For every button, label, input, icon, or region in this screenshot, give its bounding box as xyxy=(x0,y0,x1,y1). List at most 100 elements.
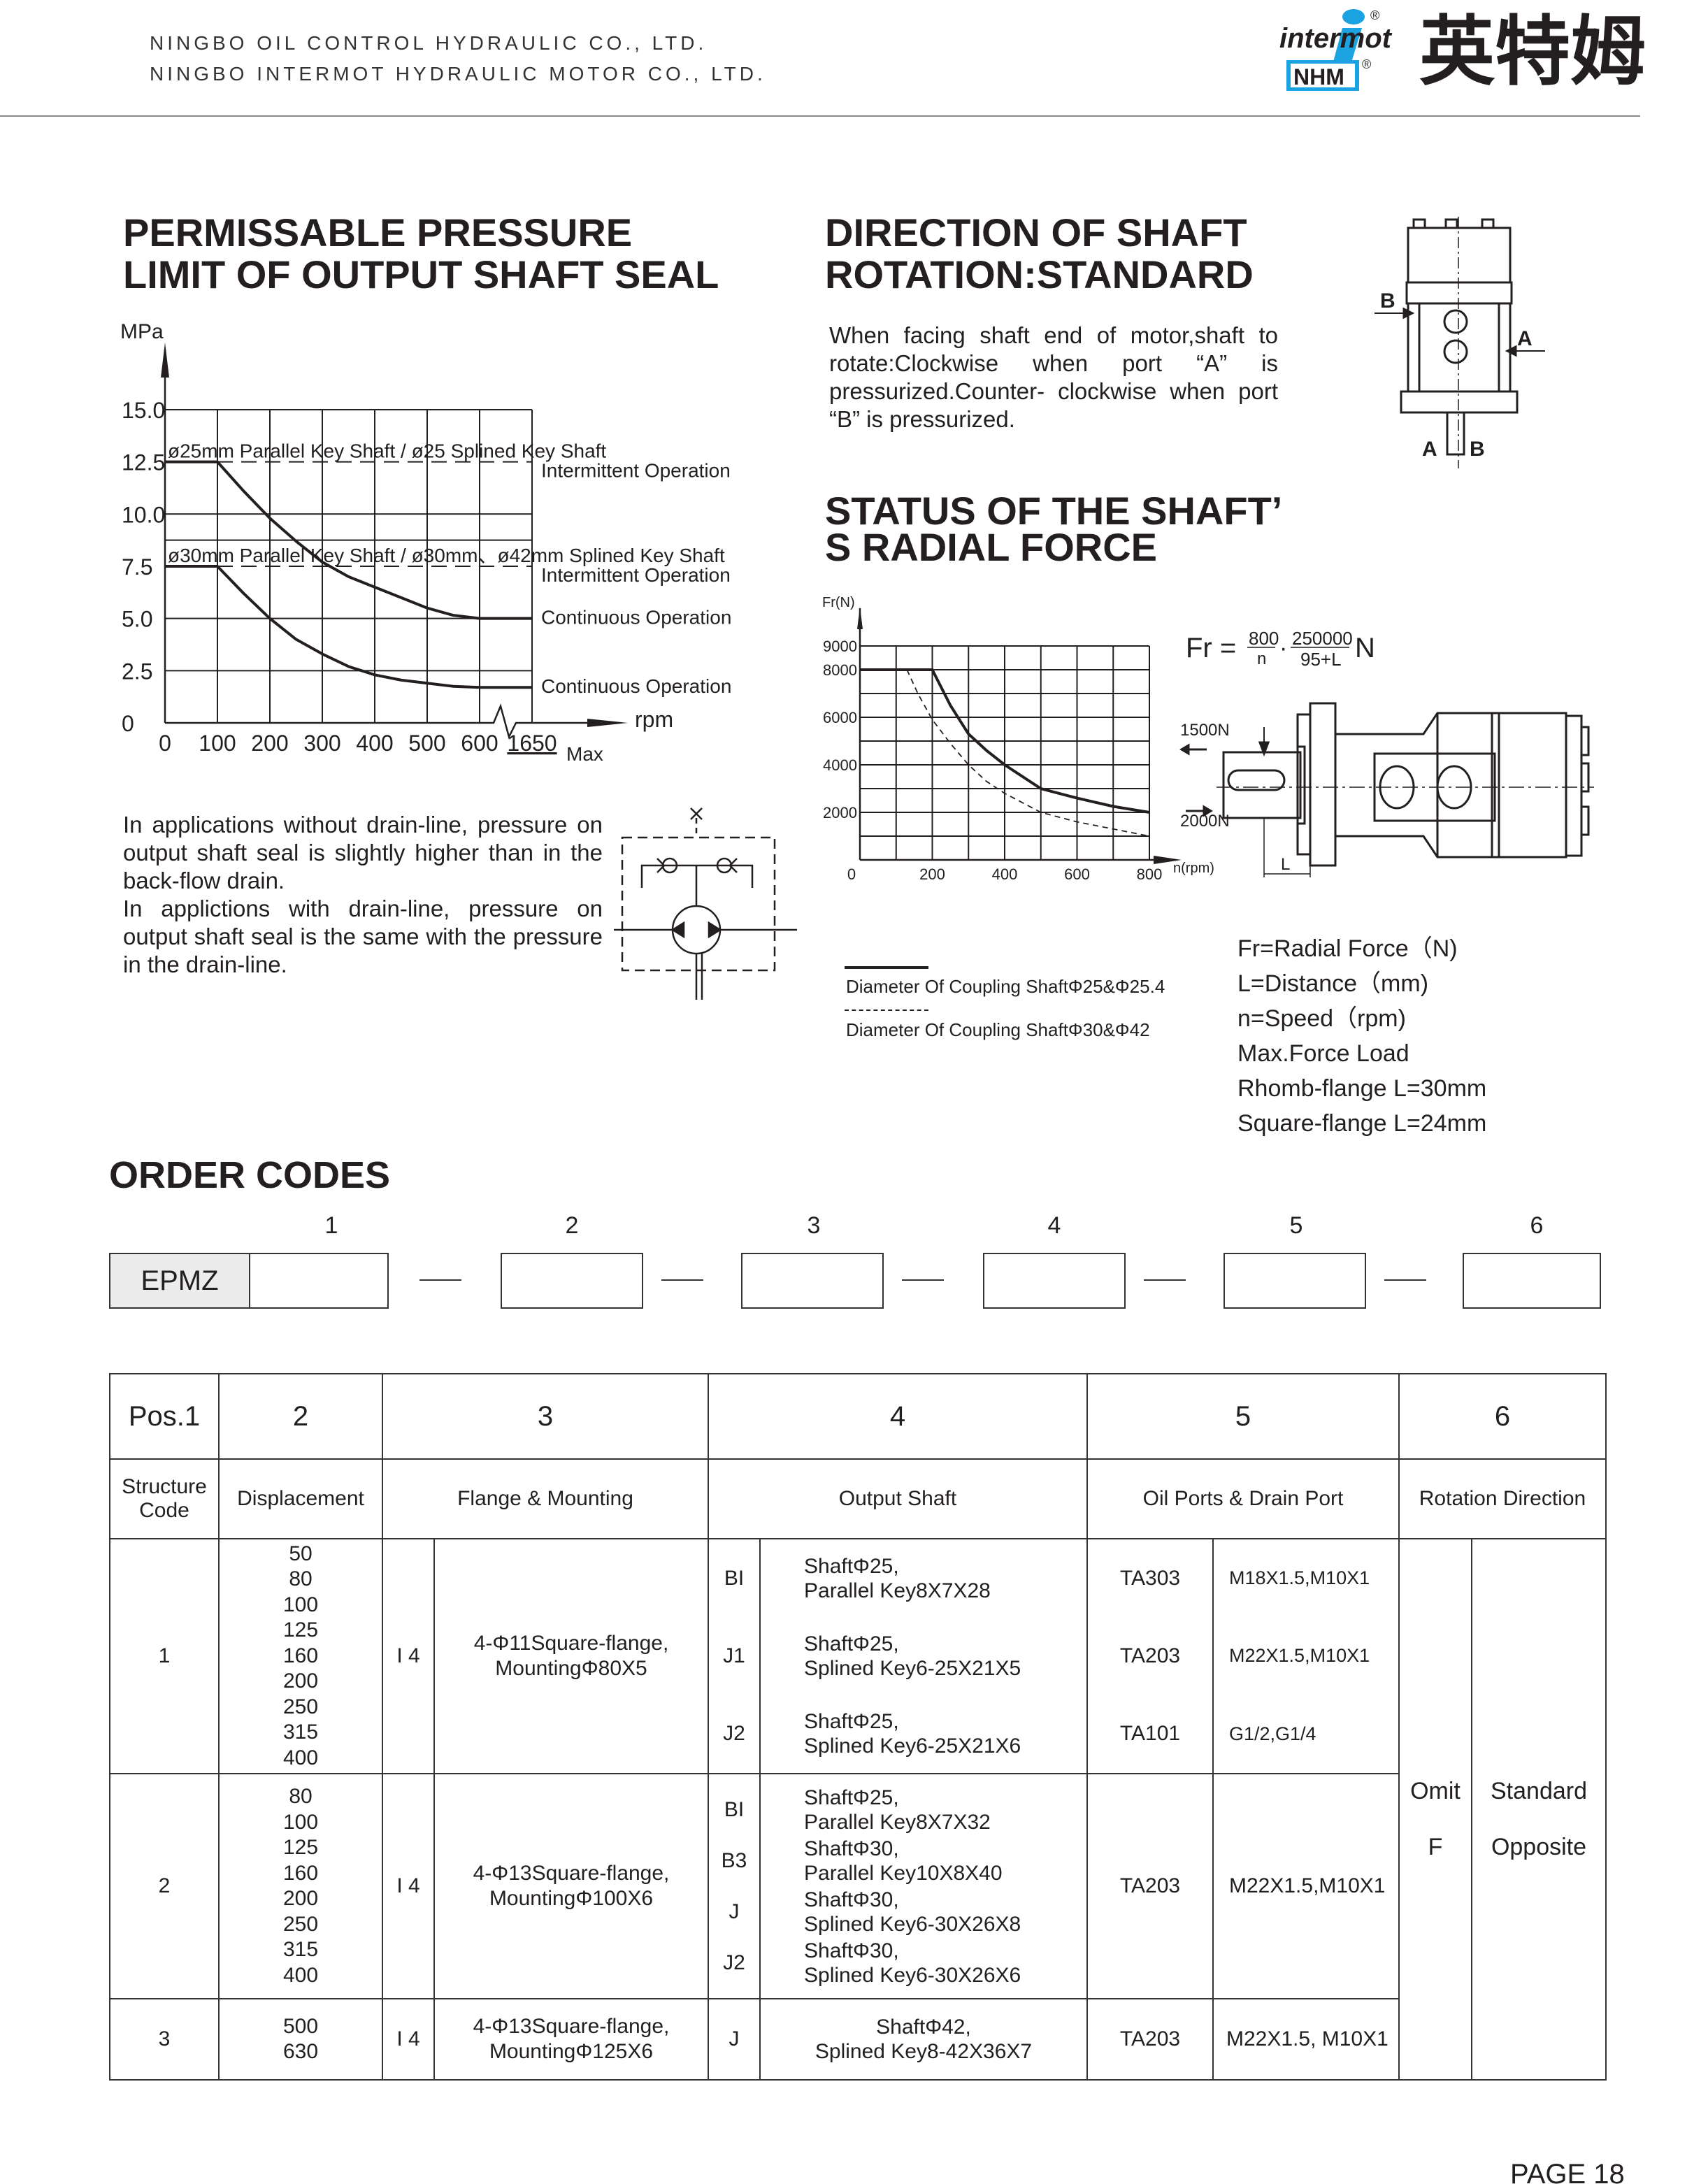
formula-dot: · xyxy=(1279,635,1287,661)
x-tick-label: 200 xyxy=(251,731,288,756)
order-code-box-4[interactable] xyxy=(983,1253,1126,1309)
radial-force-chart: Fr(N) n(rpm) 2000 4000 6000 8000 9000 0 200 400 60… xyxy=(822,595,1214,883)
note-speed: n=Speed（rpm) xyxy=(1237,1005,1406,1032)
note-square-flange: Square-flange L=24mm xyxy=(1237,1110,1487,1137)
intermittent-operation-label: Intermittent Operation xyxy=(541,460,731,482)
svg-text:NHM: NHM xyxy=(1293,64,1344,89)
y-tick-label: 0 xyxy=(122,711,134,736)
header-rotation-direction: Rotation Direction xyxy=(1398,1458,1607,1539)
flange-description: 4-Φ13Square-flange, MountingΦ100X6 xyxy=(433,1773,709,1999)
x-tick-label: 600 xyxy=(1064,865,1090,883)
port-a-label: A xyxy=(1517,327,1533,350)
direction-title-line1: DIRECTION OF SHAFT xyxy=(825,210,1247,254)
formula-lhs: Fr = xyxy=(1186,633,1236,663)
intermot-logo: intermot NHM ® ® xyxy=(1272,4,1412,95)
legend-solid-label: Diameter Of Coupling ShaftΦ25&Φ25.4 xyxy=(846,976,1165,997)
y-tick-label: 6000 xyxy=(823,709,857,726)
order-code-box-6[interactable] xyxy=(1463,1253,1601,1309)
radial-title: STATUS OF THE SHAFT’ S RADIAL FORCE xyxy=(825,489,1283,569)
radial-title-line2: S RADIAL FORCE xyxy=(825,525,1157,569)
shaft-description: ShaftΦ42, Splined Key8-42X36X7 xyxy=(759,1998,1088,2081)
port-thread: M18X1.5,M10X1 xyxy=(1229,1567,1370,1589)
port-thread: G1/2,G1/4 xyxy=(1229,1723,1316,1744)
pressure-title-line2: LIMIT OF OUTPUT SHAFT SEAL xyxy=(123,252,719,296)
flange-code: I 4 xyxy=(382,1773,435,1999)
x-tick-label: 100 xyxy=(199,731,236,756)
x-tick-label: 400 xyxy=(992,865,1018,883)
header-rule xyxy=(0,115,1640,117)
y-axis-label: Fr(N) xyxy=(822,595,855,610)
page-number: PAGE 18 xyxy=(1510,2159,1625,2184)
direction-title: DIRECTION OF SHAFT ROTATION:STANDARD xyxy=(825,212,1254,296)
port-thread: M22X1.5, M10X1 xyxy=(1212,1998,1400,2081)
header-pos-5: 5 xyxy=(1086,1373,1400,1460)
structure-code: 1 xyxy=(109,1538,220,1774)
y-tick-label: 4000 xyxy=(823,756,857,774)
y-tick-label: 2.5 xyxy=(122,659,152,684)
table-row: 3 500 630 I 4 4-Φ13Square-flange, Mounti… xyxy=(109,1998,1606,2081)
displacement-list: 80 100 125 160 200 250 315 400 xyxy=(218,1773,383,1999)
y-tick-label: 7.5 xyxy=(122,554,152,580)
y-axis-label: MPa xyxy=(120,320,164,343)
header-pos-1: Pos.1 xyxy=(109,1373,220,1460)
pressure-curve-2 xyxy=(165,564,532,689)
order-codes-title: ORDER CODES xyxy=(109,1154,391,1196)
shaft-descriptions: ShaftΦ25, Parallel Key8X7X32 ShaftΦ30, P… xyxy=(759,1773,1088,1999)
x-axis-arrow xyxy=(587,719,628,727)
order-code-box-2[interactable] xyxy=(501,1253,643,1309)
x-tick-label: 600 xyxy=(461,731,498,756)
force-1500n-label: 1500N xyxy=(1180,721,1230,740)
port-thread: M22X1.5,M10X1 xyxy=(1229,1645,1370,1667)
logo-brand-text: intermot xyxy=(1279,23,1393,54)
header-pos-4: 4 xyxy=(708,1373,1088,1460)
direction-title-line2: ROTATION:STANDARD xyxy=(825,252,1254,296)
radial-force-curve-2 xyxy=(906,669,1150,837)
port-codes: TA303 TA203 TA101 xyxy=(1086,1538,1214,1774)
order-code-box-3[interactable] xyxy=(741,1253,884,1309)
shaft-descriptions: ShaftΦ25, Parallel Key8X7X28 ShaftΦ25, S… xyxy=(759,1538,1088,1774)
table-header-positions: Pos.1 2 3 4 5 6 xyxy=(109,1373,1607,1460)
shaft-description: ShaftΦ25, Splined Key6-25X21X5 xyxy=(804,1632,1021,1680)
shaft-description: ShaftΦ25, Parallel Key8X7X32 xyxy=(804,1786,991,1834)
order-prefix-box: EPMZ xyxy=(109,1253,250,1309)
header-pos-6: 6 xyxy=(1398,1373,1607,1460)
distance-l-label: L xyxy=(1281,855,1290,874)
pressure-limit-chart: ø25mm Parallel Key Shaft / ø25 Splined K… xyxy=(120,320,731,765)
port-code: TA203 xyxy=(1119,1644,1181,1667)
header-flange-mounting: Flange & Mounting xyxy=(382,1458,709,1539)
pressure-curve-1 xyxy=(165,460,532,620)
radial-title-line1: STATUS OF THE SHAFT’ xyxy=(825,489,1283,533)
flange-description: 4-Φ11Square-flange, MountingΦ80X5 xyxy=(433,1538,709,1774)
continuous-operation-label: Continuous Operation xyxy=(541,675,731,697)
continuous-operation-label: Continuous Operation xyxy=(541,607,731,628)
shaft-code: BI xyxy=(724,1797,745,1821)
formula-unit: N xyxy=(1355,633,1375,663)
direction-description: When facing shaft end of motor,shaft to … xyxy=(829,322,1278,432)
header-pos-2: 2 xyxy=(218,1373,383,1460)
y-axis-arrow xyxy=(161,343,169,378)
x-tick-label: 200 xyxy=(919,865,945,883)
note-rhomb-flange: Rhomb-flange L=30mm xyxy=(1237,1075,1487,1102)
shaft-code: J xyxy=(729,1899,740,1923)
pressure-title-line1: PERMISSABLE PRESSURE xyxy=(123,210,633,254)
separator-dash xyxy=(1144,1279,1186,1281)
shaft-code: J2 xyxy=(723,1722,745,1746)
header-output-shaft: Output Shaft xyxy=(708,1458,1088,1539)
series-label-2: ø30mm Parallel Key Shaft / ø30mm、ø42mm S… xyxy=(168,545,725,566)
hydraulic-symbol-diagram xyxy=(614,807,797,1000)
x-axis-label: rpm xyxy=(635,707,673,732)
intermittent-operation-label: Intermittent Operation xyxy=(541,564,731,586)
company-name-2: NINGBO INTERMOT HYDRAULIC MOTOR CO., LTD… xyxy=(150,63,766,85)
position-number-5: 5 xyxy=(1289,1212,1303,1239)
displacement-list: 50 80 100 125 160 200 250 315 400 xyxy=(218,1538,383,1774)
shaft-description: ShaftΦ30, Splined Key6-30X26X6 xyxy=(804,1939,1021,1987)
port-thread: M22X1.5,M10X1 xyxy=(1212,1773,1400,1999)
shaft-code: J2 xyxy=(723,1950,745,1974)
shaft-code: J1 xyxy=(723,1644,745,1667)
shaft-codes: BI B3 J J2 xyxy=(708,1773,761,1999)
pressure-description: In applications without drain-line, pres… xyxy=(123,812,603,977)
order-code-box-5[interactable] xyxy=(1223,1253,1366,1309)
y-axis-arrow xyxy=(857,607,863,629)
order-code-box-1[interactable] xyxy=(249,1253,389,1309)
